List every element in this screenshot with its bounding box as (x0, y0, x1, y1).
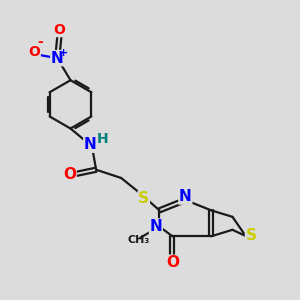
Text: CH₃: CH₃ (128, 235, 150, 245)
Text: O: O (54, 22, 65, 37)
Text: H: H (97, 132, 109, 146)
Text: +: + (59, 48, 68, 58)
Text: S: S (138, 191, 149, 206)
Text: N: N (149, 219, 162, 234)
Text: O: O (28, 45, 40, 59)
Text: -: - (37, 35, 43, 49)
Text: S: S (245, 229, 256, 244)
Text: O: O (166, 255, 179, 270)
Text: O: O (63, 167, 76, 182)
Text: N: N (179, 189, 192, 204)
Text: N: N (51, 51, 64, 66)
Text: N: N (84, 137, 97, 152)
